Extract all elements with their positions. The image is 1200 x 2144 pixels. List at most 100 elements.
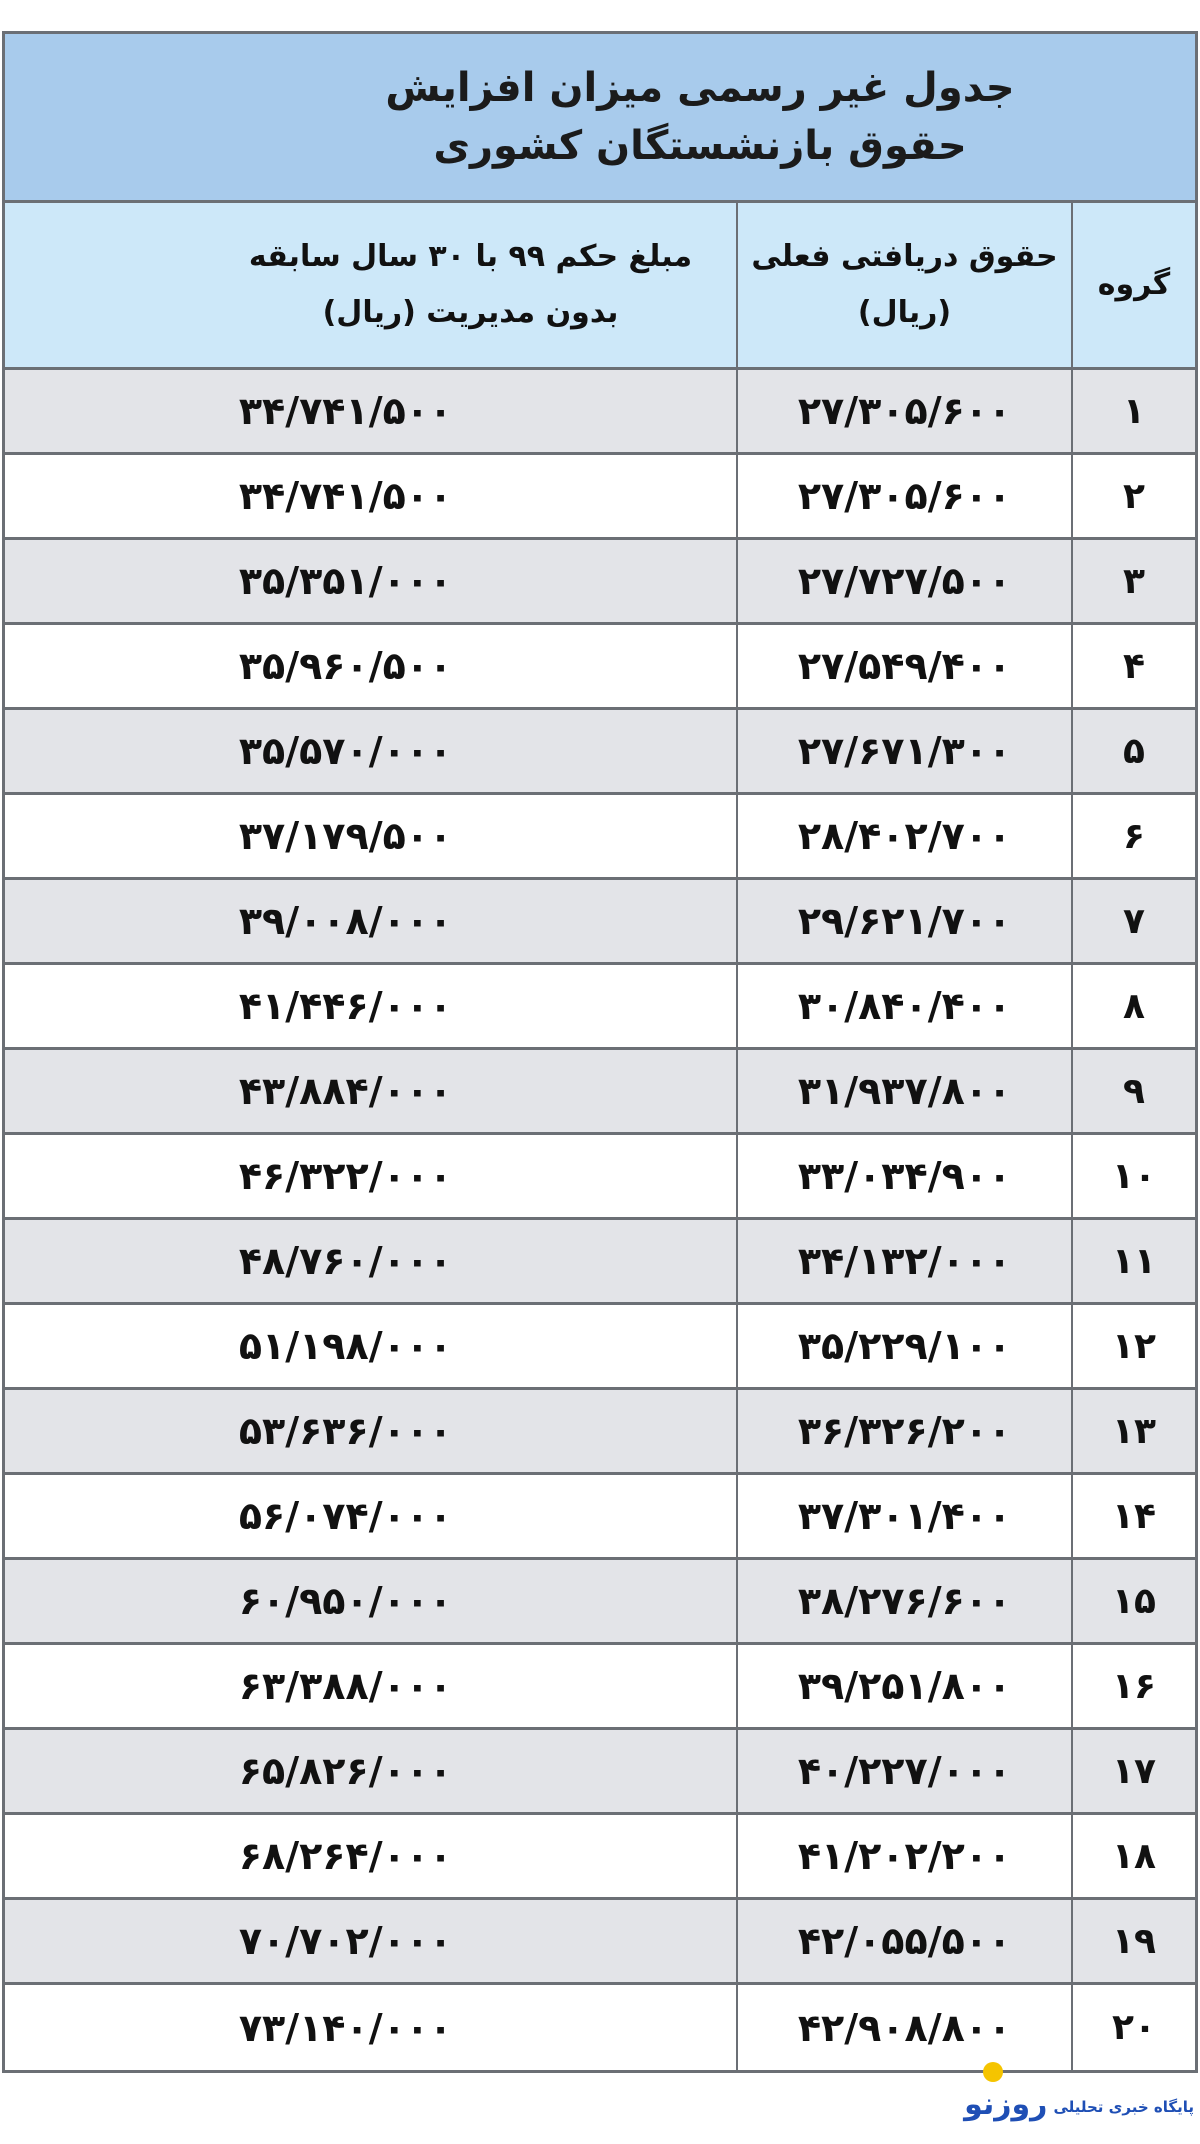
current-salary-value: ۳۳/۰۳۴/۹۰۰ [797,1154,1012,1198]
cell-new-amount: ۳۵/۹۶۰/۵۰۰ [5,625,736,707]
table-row: ۲۰ ۴۲/۹۰۸/۸۰۰ ۷۳/۱۴۰/۰۰۰ [5,1985,1195,2070]
cell-new-amount: ۶۰/۹۵۰/۰۰۰ [5,1560,736,1642]
current-salary-value: ۲۸/۴۰۲/۷۰۰ [797,814,1012,858]
cell-new-amount: ۳۴/۷۴۱/۵۰۰ [5,455,736,537]
new-amount-value: ۴۱/۴۴۶/۰۰۰ [238,984,453,1028]
cell-current-salary: ۳۹/۲۵۱/۸۰۰ [736,1645,1071,1727]
table-row: ۱ ۲۷/۳۰۵/۶۰۰ ۳۴/۷۴۱/۵۰۰ [5,370,1195,455]
cell-current-salary: ۲۷/۷۲۷/۵۰۰ [736,540,1071,622]
new-amount-value: ۶۰/۹۵۰/۰۰۰ [238,1579,453,1623]
cell-group: ۸ [1071,965,1195,1047]
table-row: ۱۴ ۳۷/۳۰۱/۴۰۰ ۵۶/۰۷۴/۰۰۰ [5,1475,1195,1560]
cell-new-amount: ۶۸/۲۶۴/۰۰۰ [5,1815,736,1897]
table-row: ۹ ۳۱/۹۳۷/۸۰۰ ۴۳/۸۸۴/۰۰۰ [5,1050,1195,1135]
current-salary-value: ۳۱/۹۳۷/۸۰۰ [797,1069,1012,1113]
pension-table: جدول غیر رسمی میزان افزایش حقوق بازنشستگ… [2,31,1198,2073]
cell-current-salary: ۲۷/۶۷۱/۳۰۰ [736,710,1071,792]
cell-current-salary: ۳۱/۹۳۷/۸۰۰ [736,1050,1071,1132]
current-salary-value: ۳۹/۲۵۱/۸۰۰ [797,1664,1012,1708]
cell-group: ۱۵ [1071,1560,1195,1642]
header-current-salary: حقوق دریافتی فعلی (ریال) [736,203,1071,367]
new-amount-value: ۳۴/۷۴۱/۵۰۰ [238,389,453,433]
new-amount-value: ۳۵/۳۵۱/۰۰۰ [238,559,453,603]
cell-group: ۱۶ [1071,1645,1195,1727]
current-salary-value: ۲۹/۶۲۱/۷۰۰ [797,899,1012,943]
current-salary-value: ۴۲/۰۵۵/۵۰۰ [797,1919,1012,1963]
cell-current-salary: ۲۹/۶۲۱/۷۰۰ [736,880,1071,962]
new-amount-value: ۶۸/۲۶۴/۰۰۰ [238,1834,453,1878]
cell-new-amount: ۳۵/۵۷۰/۰۰۰ [5,710,736,792]
cell-group: ۵ [1071,710,1195,792]
cell-group: ۶ [1071,795,1195,877]
cell-new-amount: ۴۱/۴۴۶/۰۰۰ [5,965,736,1047]
cell-group: ۷ [1071,880,1195,962]
current-salary-value: ۳۷/۳۰۱/۴۰۰ [797,1494,1012,1538]
site-logo: پایگاه خبری تحلیلی روزنو [964,2062,1194,2122]
cell-new-amount: ۶۵/۸۲۶/۰۰۰ [5,1730,736,1812]
new-amount-value: ۴۸/۷۶۰/۰۰۰ [238,1239,453,1283]
logo-sun-icon [983,2062,1004,2082]
table-row: ۱۱ ۳۴/۱۳۲/۰۰۰ ۴۸/۷۶۰/۰۰۰ [5,1220,1195,1305]
cell-group: ۱۴ [1071,1475,1195,1557]
cell-group: ۱۳ [1071,1390,1195,1472]
table-row: ۶ ۲۸/۴۰۲/۷۰۰ ۳۷/۱۷۹/۵۰۰ [5,795,1195,880]
new-amount-value: ۵۳/۶۳۶/۰۰۰ [238,1409,453,1453]
current-salary-value: ۳۶/۳۲۶/۲۰۰ [797,1409,1012,1453]
cell-current-salary: ۳۸/۲۷۶/۶۰۰ [736,1560,1071,1642]
cell-current-salary: ۲۷/۵۴۹/۴۰۰ [736,625,1071,707]
cell-new-amount: ۵۳/۶۳۶/۰۰۰ [5,1390,736,1472]
title-line-1: جدول غیر رسمی میزان افزایش [385,65,1015,111]
cell-group: ۲ [1071,455,1195,537]
table-row: ۱۳ ۳۶/۳۲۶/۲۰۰ ۵۳/۶۳۶/۰۰۰ [5,1390,1195,1475]
current-salary-value: ۴۱/۲۰۲/۲۰۰ [797,1834,1012,1878]
logo-tagline: پایگاه خبری تحلیلی [1053,2098,1194,2116]
cell-new-amount: ۳۵/۳۵۱/۰۰۰ [5,540,736,622]
header-group: گروه [1071,203,1195,367]
cell-new-amount: ۴۳/۸۸۴/۰۰۰ [5,1050,736,1132]
cell-current-salary: ۳۳/۰۳۴/۹۰۰ [736,1135,1071,1217]
cell-group: ۱ [1071,370,1195,452]
new-amount-value: ۷۳/۱۴۰/۰۰۰ [238,2005,453,2050]
cell-group: ۱۹ [1071,1900,1195,1982]
table-row: ۱۸ ۴۱/۲۰۲/۲۰۰ ۶۸/۲۶۴/۰۰۰ [5,1815,1195,1900]
table-row: ۷ ۲۹/۶۲۱/۷۰۰ ۳۹/۰۰۸/۰۰۰ [5,880,1195,965]
cell-group: ۲۰ [1071,1985,1195,2070]
current-salary-value: ۲۷/۷۲۷/۵۰۰ [797,559,1012,603]
new-amount-value: ۳۷/۱۷۹/۵۰۰ [238,814,453,858]
table-row: ۱۹ ۴۲/۰۵۵/۵۰۰ ۷۰/۷۰۲/۰۰۰ [5,1900,1195,1985]
cell-current-salary: ۳۴/۱۳۲/۰۰۰ [736,1220,1071,1302]
table-row: ۱۶ ۳۹/۲۵۱/۸۰۰ ۶۳/۳۸۸/۰۰۰ [5,1645,1195,1730]
cell-new-amount: ۳۹/۰۰۸/۰۰۰ [5,880,736,962]
table-title: جدول غیر رسمی میزان افزایش حقوق بازنشستگ… [5,34,1195,203]
new-amount-value: ۴۳/۸۸۴/۰۰۰ [238,1069,453,1113]
cell-new-amount: ۴۸/۷۶۰/۰۰۰ [5,1220,736,1302]
new-amount-value: ۳۵/۹۶۰/۵۰۰ [238,644,453,688]
header-current-line-1: حقوق دریافتی فعلی [751,239,1058,274]
new-amount-value: ۳۵/۵۷۰/۰۰۰ [238,729,453,773]
header-row: گروه حقوق دریافتی فعلی (ریال) مبلغ حکم ۹… [5,203,1195,370]
cell-group: ۱۷ [1071,1730,1195,1812]
logo-brand: روزنو [964,2087,1048,2122]
table-row: ۲ ۲۷/۳۰۵/۶۰۰ ۳۴/۷۴۱/۵۰۰ [5,455,1195,540]
cell-current-salary: ۴۲/۹۰۸/۸۰۰ [736,1985,1071,2070]
cell-current-salary: ۳۰/۸۴۰/۴۰۰ [736,965,1071,1047]
new-amount-value: ۷۰/۷۰۲/۰۰۰ [238,1919,453,1963]
table-row: ۱۰ ۳۳/۰۳۴/۹۰۰ ۴۶/۳۲۲/۰۰۰ [5,1135,1195,1220]
cell-current-salary: ۳۵/۲۲۹/۱۰۰ [736,1305,1071,1387]
new-amount-value: ۶۳/۳۸۸/۰۰۰ [238,1664,453,1708]
title-line-2: حقوق بازنشستگان کشوری [433,123,967,169]
table-row: ۸ ۳۰/۸۴۰/۴۰۰ ۴۱/۴۴۶/۰۰۰ [5,965,1195,1050]
table-row: ۱۵ ۳۸/۲۷۶/۶۰۰ ۶۰/۹۵۰/۰۰۰ [5,1560,1195,1645]
header-new-line-2: بدون مدیریت (ریال) [322,295,619,330]
cell-current-salary: ۴۲/۰۵۵/۵۰۰ [736,1900,1071,1982]
cell-group: ۱۸ [1071,1815,1195,1897]
cell-new-amount: ۳۷/۱۷۹/۵۰۰ [5,795,736,877]
new-amount-value: ۴۶/۳۲۲/۰۰۰ [238,1154,453,1198]
cell-current-salary: ۲۷/۳۰۵/۶۰۰ [736,370,1071,452]
header-current-line-2: (ریال) [857,295,952,330]
table-body: ۱ ۲۷/۳۰۵/۶۰۰ ۳۴/۷۴۱/۵۰۰ ۲ ۲۷/۳۰۵/۶۰۰ ۳۴/۷۴۱/۵… [5,370,1195,2070]
cell-current-salary: ۲۷/۳۰۵/۶۰۰ [736,455,1071,537]
cell-new-amount: ۴۶/۳۲۲/۰۰۰ [5,1135,736,1217]
logo-mark: روزنو [964,2062,1047,2122]
cell-new-amount: ۳۴/۷۴۱/۵۰۰ [5,370,736,452]
